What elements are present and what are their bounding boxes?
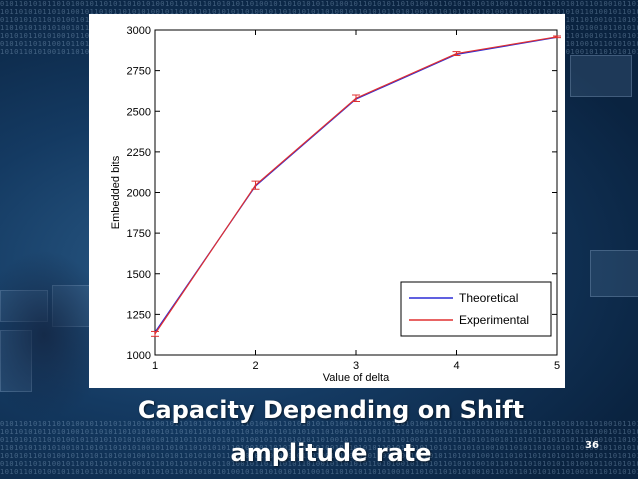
legend-label-theoretical: Theoretical <box>459 291 518 305</box>
y-axis-label: Embedded bits <box>110 155 122 229</box>
x-axis-label: Value of delta <box>323 372 390 384</box>
y-tick-label: 1000 <box>127 350 151 362</box>
binary-row-decoration: 0101011010100101101011010101001011010110… <box>0 460 638 468</box>
x-tick-label: 3 <box>353 360 359 372</box>
window-pane-decoration <box>570 55 632 97</box>
y-tick-label: 1500 <box>127 269 151 281</box>
slide-title-line1: Capacity Depending on Shift <box>137 396 525 424</box>
page-number: 36 <box>585 440 599 451</box>
binary-row-decoration: 1011010101101010010110101101010100101101… <box>0 428 638 436</box>
binary-row-decoration: 1011010101101010010110101101010100101101… <box>0 8 638 16</box>
line-chart: 1000 1250 1500 1750 2000 2250 2500 2750 3000 1 2 3 4… <box>110 25 561 384</box>
y-tick-label: 2250 <box>127 147 151 159</box>
x-tick-label: 5 <box>554 360 560 372</box>
legend-label-experimental: Experimental <box>459 313 529 327</box>
binary-row-decoration: 1101010110101001011010110101010010110101… <box>0 444 638 452</box>
y-tick-label: 1750 <box>127 228 151 240</box>
legend-box <box>400 281 552 337</box>
x-tick-label: 4 <box>453 360 459 372</box>
window-pane-decoration <box>590 250 638 297</box>
chart-panel: 1000 1250 1500 1750 2000 2250 2500 2750 3000 1 2 3 4… <box>89 14 565 388</box>
binary-row-decoration: 0101101010110101001011010110101010010110… <box>0 420 638 428</box>
y-tick-label: 3000 <box>127 25 151 37</box>
binary-row-decoration: 0101101010110101001011010110101010010110… <box>0 0 638 8</box>
y-tick-label: 2500 <box>127 106 151 118</box>
y-tick-label: 2750 <box>127 66 151 78</box>
slide-title-line2: amplitude rate <box>230 439 432 467</box>
x-tick-label: 2 <box>252 360 258 372</box>
binary-row-decoration: 0110101011010100101101011010101001011010… <box>0 436 638 444</box>
x-tick-label: 1 <box>152 360 158 372</box>
y-tick-label: 1250 <box>127 309 151 321</box>
binary-row-decoration: 1010110101001011010110101010010110101101… <box>0 468 638 476</box>
binary-row-decoration: 1010101101010010110101101010100101101011… <box>0 452 638 460</box>
y-tick-label: 2000 <box>127 188 151 200</box>
